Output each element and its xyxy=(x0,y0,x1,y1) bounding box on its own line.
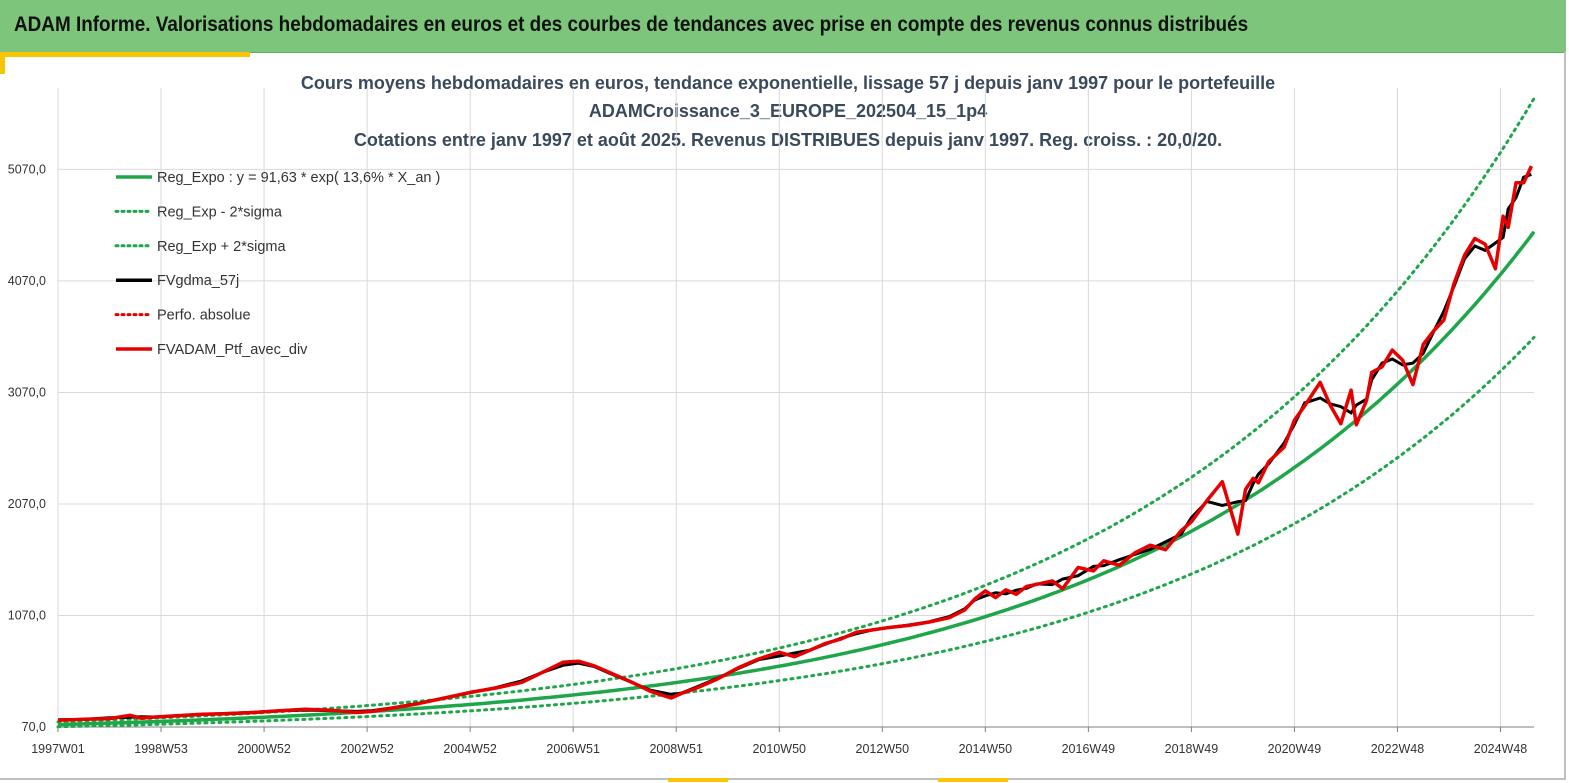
legend-label: Perfo. absolue xyxy=(157,308,251,324)
x-tick-label: 2006W51 xyxy=(546,742,600,756)
x-axis: 1997W01 1998W53 2000W52 2002W52 2004W52 2006W… xyxy=(31,726,1534,756)
accent-left-bar xyxy=(0,52,5,74)
legend-label: Reg_Expo : y = 91,63 * exp( 13,6% * X_an… xyxy=(157,170,440,186)
chart-title-line-3: Cotations entre janv 1997 et août 2025. … xyxy=(354,130,1222,150)
x-tick-label: 2000W52 xyxy=(237,742,291,756)
legend: Reg_Expo : y = 91,63 * exp( 13,6% * X_an… xyxy=(114,170,440,358)
x-tick-label: 2016W49 xyxy=(1062,742,1116,756)
legend-label: FVADAM_Ptf_avec_div xyxy=(157,342,308,358)
grid xyxy=(57,88,1534,728)
y-tick-label: 70,0 xyxy=(22,720,46,734)
y-tick-label: 2070,0 xyxy=(8,497,46,511)
chart-title-line-2: ADAMCroissance_3_EUROPE_202504_15_1p4 xyxy=(589,101,987,121)
series-lower-band xyxy=(56,335,1536,729)
x-tick-label: 2004W52 xyxy=(443,742,497,756)
header-banner: ADAM Informe. Valorisations hebdomadaire… xyxy=(0,0,1566,53)
chart-title: Cours moyens hebdomadaires en euros, ten… xyxy=(301,73,1275,150)
series-upper-band xyxy=(56,97,1536,724)
x-tick-label: 2010W50 xyxy=(752,742,806,756)
y-tick-label: 4070,0 xyxy=(8,274,46,288)
legend-label: Reg_Exp + 2*sigma xyxy=(157,239,286,255)
y-tick-label: 5070,0 xyxy=(8,162,46,176)
x-tick-label: 2012W50 xyxy=(856,742,910,756)
series-portfolio xyxy=(57,165,1533,723)
x-tick-label: 1998W53 xyxy=(134,742,188,756)
x-tick-label: 2014W50 xyxy=(959,742,1013,756)
x-tick-label: 2020W49 xyxy=(1268,742,1322,756)
accent-bar xyxy=(0,52,250,57)
x-tick-label: 2024W48 xyxy=(1474,742,1528,756)
bottom-accent-1 xyxy=(668,778,728,782)
x-tick-label: 2018W49 xyxy=(1165,742,1219,756)
bottom-accent-2 xyxy=(938,778,1008,782)
page-title: ADAM Informe. Valorisations hebdomadaire… xyxy=(14,13,1249,36)
y-axis: 70,0 1070,0 2070,0 3070,0 4070,0 5070,0 xyxy=(8,162,46,734)
chart-title-line-1: Cours moyens hebdomadaires en euros, ten… xyxy=(301,73,1275,93)
legend-label: FVgdma_57j xyxy=(157,273,239,289)
legend-label: Reg_Exp - 2*sigma xyxy=(157,204,283,220)
chart-frame xyxy=(0,52,1566,780)
x-tick-label: 2008W51 xyxy=(649,742,703,756)
y-tick-label: 3070,0 xyxy=(8,385,46,399)
y-tick-label: 1070,0 xyxy=(8,608,46,622)
series-trend xyxy=(57,230,1536,727)
series-smoothed xyxy=(57,172,1532,722)
plot-area xyxy=(56,97,1536,729)
x-tick-label: 1997W01 xyxy=(31,742,85,756)
x-tick-label: 2022W48 xyxy=(1371,742,1425,756)
x-tick-label: 2002W52 xyxy=(340,742,394,756)
